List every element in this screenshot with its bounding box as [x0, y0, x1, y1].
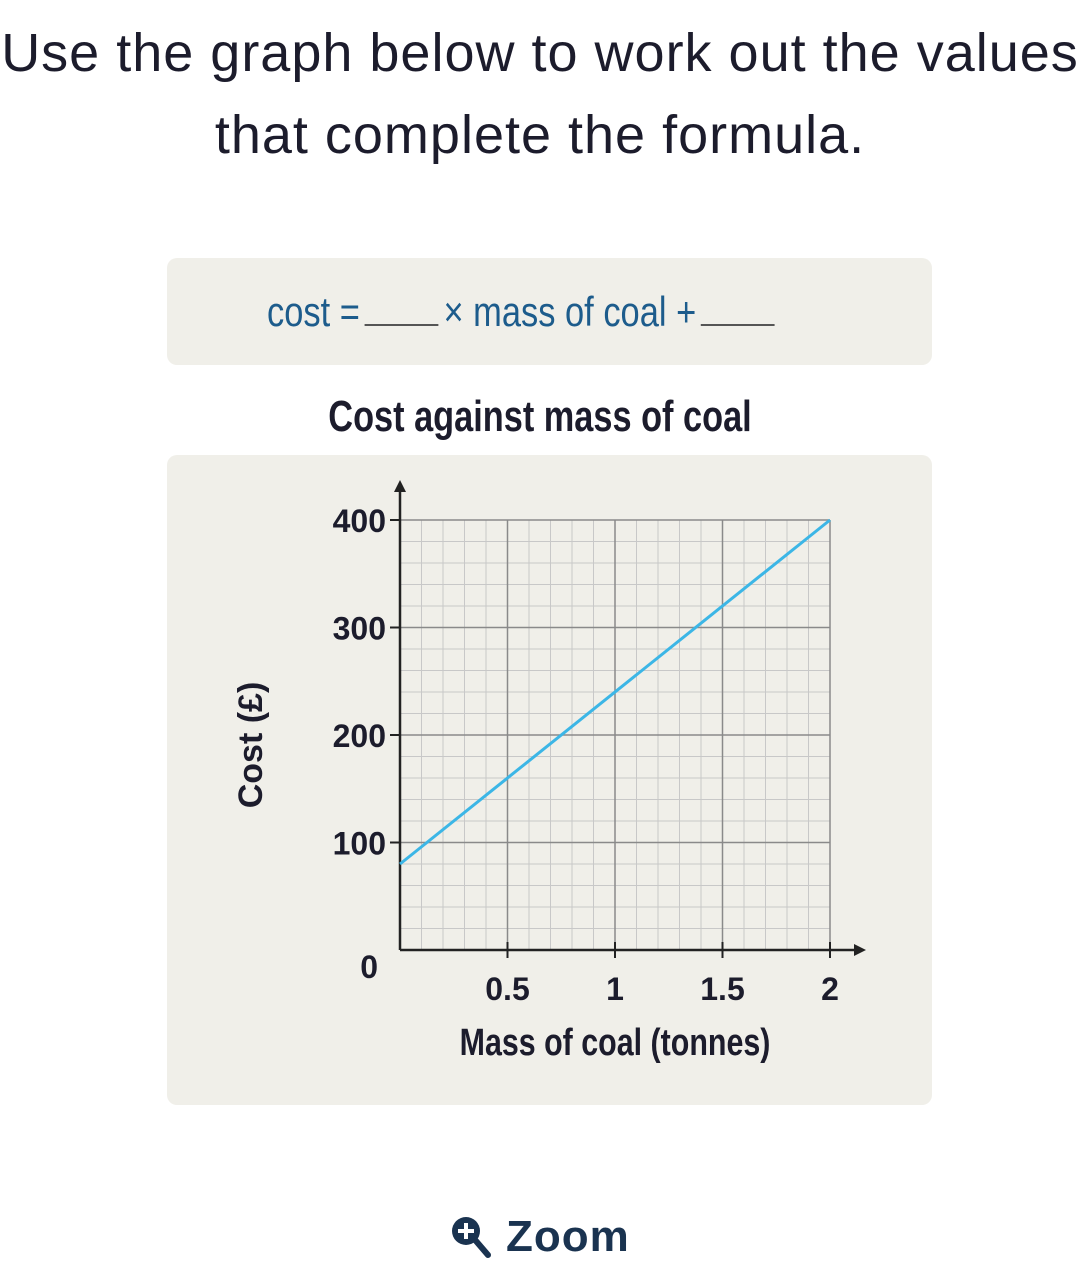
- chart-panel: [167, 455, 932, 1105]
- zoom-icon: [452, 1217, 491, 1258]
- x-tick-label: 1: [606, 971, 624, 1007]
- y-tick-label: 100: [333, 826, 386, 862]
- formula-box: [167, 258, 932, 365]
- y-tick-label: 300: [333, 611, 386, 647]
- blank[interactable]: [364, 288, 439, 326]
- formula-left: cost =: [267, 288, 360, 335]
- zoom-label[interactable]: Zoom: [506, 1212, 630, 1261]
- zoom-button[interactable]: Zoom: [448, 1212, 630, 1262]
- x-arrow: [854, 944, 866, 956]
- question: Use the graph below to work out the valu…: [1, 23, 1079, 165]
- x-tick-label: 1.5: [700, 971, 744, 1007]
- formula-middle: × mass of coal +: [443, 288, 697, 335]
- y-tick-label: 200: [333, 718, 386, 754]
- x-axis-label: Mass of coal (tonnes): [460, 1022, 771, 1064]
- chart-title: Cost against mass of coal: [328, 392, 752, 441]
- y-axis-label: Cost (£): [232, 682, 270, 809]
- y-tick-label: 0: [360, 949, 378, 985]
- blank[interactable]: [701, 288, 775, 326]
- x-tick-label: 2: [821, 971, 839, 1007]
- chart: Cost (£) Mass of coal (tonnes) 0.5 1 1.5 20…: [167, 455, 932, 1105]
- y-tick-label: 400: [333, 503, 386, 539]
- y-arrow: [394, 480, 406, 492]
- formula: cost = × mass of coal +: [267, 288, 780, 336]
- x-tick-label: 0.5: [485, 971, 529, 1007]
- data-line: [399, 518, 831, 866]
